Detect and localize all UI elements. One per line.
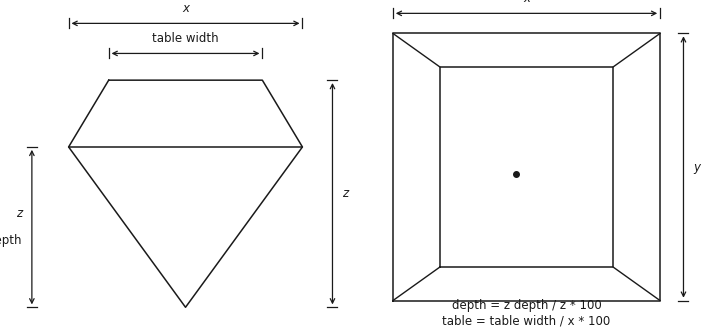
Text: depth = z depth / z * 100: depth = z depth / z * 100 xyxy=(451,299,602,312)
Text: table width: table width xyxy=(152,32,219,45)
Text: table = table width / x * 100: table = table width / x * 100 xyxy=(442,315,611,328)
Text: z: z xyxy=(15,207,22,220)
Text: x: x xyxy=(182,2,189,15)
Text: x: x xyxy=(523,0,530,5)
Text: y: y xyxy=(694,161,701,173)
Text: z: z xyxy=(343,187,349,200)
Text: depth: depth xyxy=(0,234,22,247)
